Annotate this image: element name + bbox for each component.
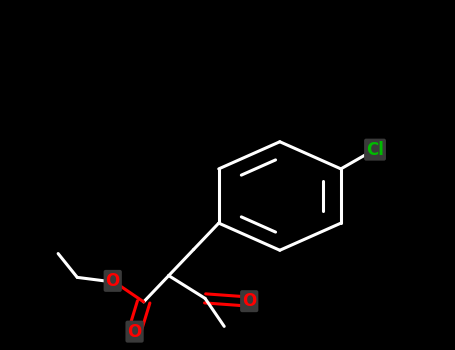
Text: O: O (106, 272, 120, 290)
Text: O: O (242, 292, 256, 310)
Text: Cl: Cl (366, 141, 384, 159)
Text: O: O (127, 323, 142, 341)
